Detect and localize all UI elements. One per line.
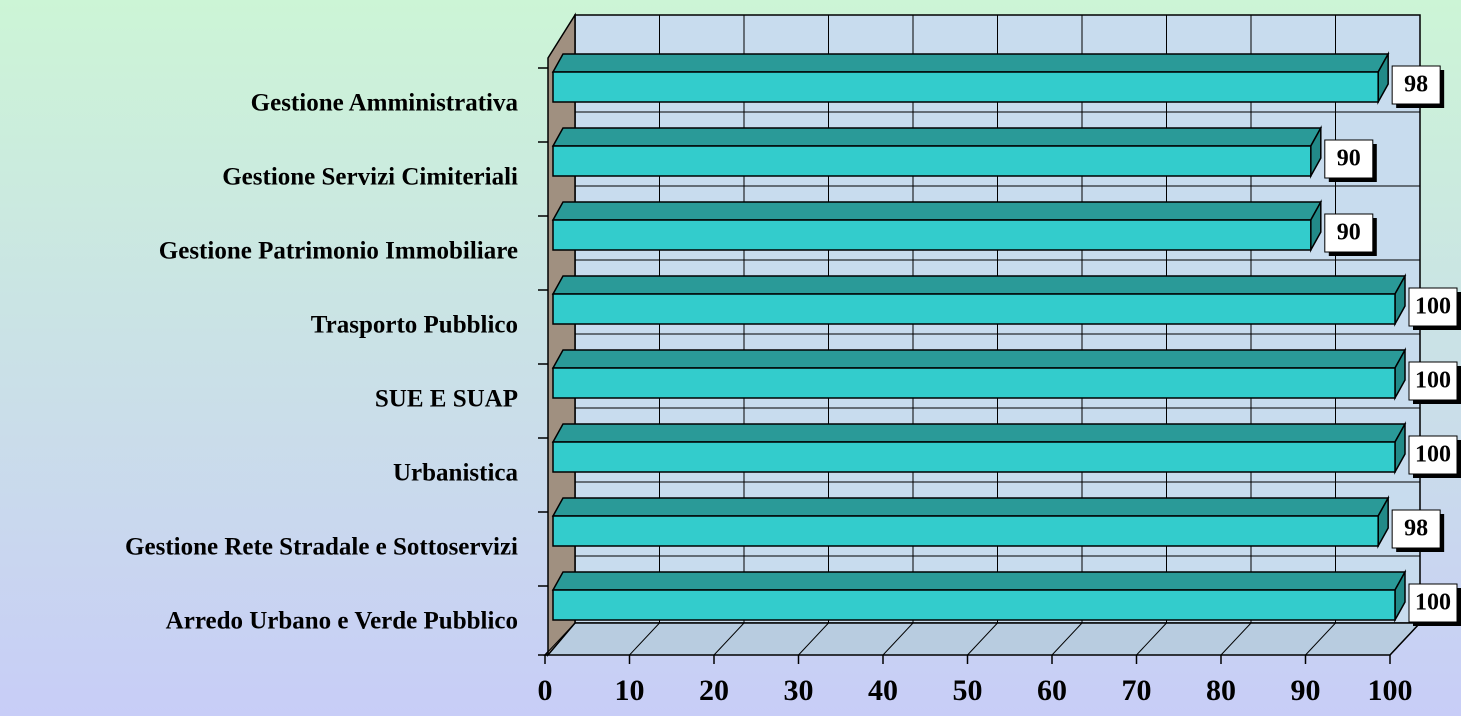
bar [552,293,1396,325]
grid-line [713,622,745,656]
bar-top [551,571,1407,591]
bar [552,589,1396,621]
bar [552,367,1396,399]
side-wall [547,12,576,658]
bar-top [551,201,1323,221]
category-label: Gestione Amministrativa [251,90,519,117]
category-label: Gestione Patrimonio Immobiliare [159,238,518,265]
bar-top [551,127,1323,147]
x-tick-label: 50 [953,674,983,707]
grid-line [629,622,660,656]
x-tick-label: 90 [1291,674,1321,707]
value-label-box [1391,65,1441,105]
x-tick-label: 70 [1122,674,1152,707]
x-tick-label: 20 [699,674,729,707]
bar-top [551,423,1407,443]
value-label: 90 [1337,146,1361,172]
value-label: 90 [1337,220,1361,246]
grid-line [544,622,576,656]
x-tick-label: 40 [868,674,898,707]
value-label: 100 [1415,294,1451,320]
value-label-box [1324,139,1374,179]
value-label: 100 [1415,368,1451,394]
value-label-box [1408,361,1458,401]
category-label: Gestione Rete Stradale e Sottoservizi [125,534,518,561]
bar-top [551,53,1390,73]
value-label-box [1408,583,1458,623]
bar-top [551,275,1407,295]
value-label: 100 [1415,442,1451,468]
bar-top [551,497,1390,517]
x-tick-label: 60 [1037,674,1067,707]
bar [552,71,1379,103]
value-label-box [1408,287,1458,327]
value-label-box [1391,509,1441,549]
value-label: 100 [1415,590,1451,616]
bar [552,145,1312,177]
bar-top [551,349,1407,369]
value-label-box [1408,435,1458,475]
bar [552,515,1379,547]
category-label: Gestione Servizi Cimiteriali [222,164,518,191]
grid-line [1136,622,1167,656]
grid-line [798,622,829,656]
x-tick-label: 10 [615,674,645,707]
x-tick-label: 0 [538,674,553,707]
value-label-box [1324,213,1374,253]
grid-line [1220,622,1252,656]
grid-line [882,622,914,656]
value-label: 98 [1404,516,1428,542]
category-label: Arredo Urbano e Verde Pubblico [166,608,518,635]
grid-line [1051,622,1083,656]
category-label: Urbanistica [393,460,519,487]
grid-line [1305,622,1336,656]
value-label: 98 [1404,72,1428,98]
grid-line [967,622,998,656]
x-tick-label: 80 [1206,674,1236,707]
x-tick-label: 100 [1368,674,1413,707]
category-label: SUE E SUAP [375,386,518,413]
grid-line [1389,622,1421,656]
bar [552,441,1396,473]
category-label: Trasporto Pubblico [311,312,518,339]
x-tick-label: 30 [784,674,814,707]
bar [552,219,1312,251]
